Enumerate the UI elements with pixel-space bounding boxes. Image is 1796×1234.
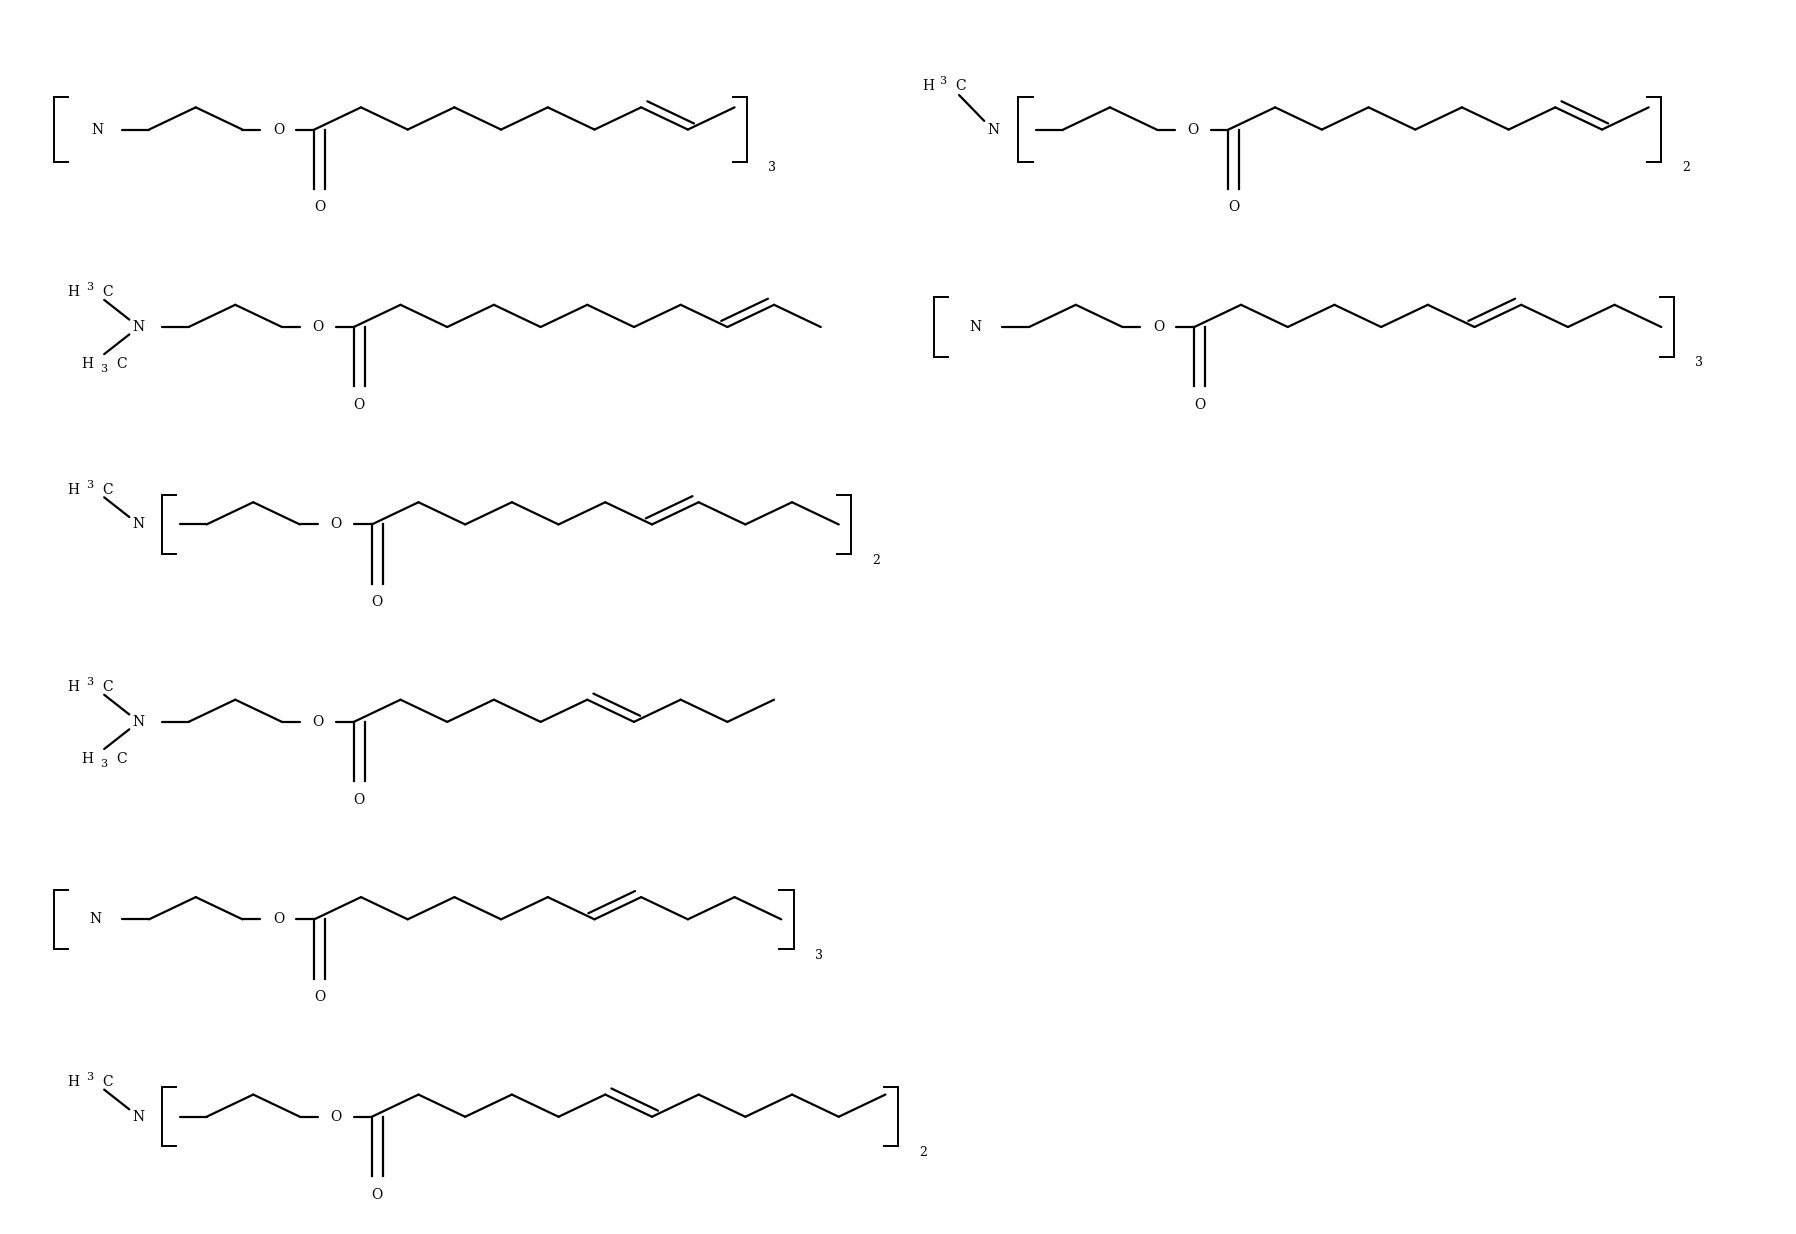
Text: O: O <box>1153 320 1164 334</box>
Text: O: O <box>273 912 284 927</box>
Text: 3: 3 <box>86 1072 93 1082</box>
Text: N: N <box>90 912 101 927</box>
Text: O: O <box>372 595 383 610</box>
Text: 3: 3 <box>86 283 93 292</box>
Text: 3: 3 <box>101 364 108 374</box>
Text: O: O <box>314 200 325 215</box>
Text: C: C <box>117 357 128 371</box>
Text: O: O <box>1194 397 1205 412</box>
Text: C: C <box>102 1075 113 1090</box>
Text: O: O <box>354 397 365 412</box>
Text: C: C <box>955 79 966 94</box>
Text: 3: 3 <box>815 949 823 961</box>
Text: C: C <box>102 285 113 300</box>
Text: 3: 3 <box>86 480 93 490</box>
Text: O: O <box>354 792 365 807</box>
Text: O: O <box>330 1109 341 1124</box>
Text: O: O <box>330 517 341 532</box>
Text: H: H <box>66 482 79 497</box>
Text: C: C <box>102 482 113 497</box>
Text: N: N <box>133 714 144 729</box>
Text: 3: 3 <box>769 162 776 174</box>
Text: C: C <box>117 752 128 766</box>
Text: N: N <box>133 320 144 334</box>
Text: 3: 3 <box>86 677 93 687</box>
Text: N: N <box>92 122 102 137</box>
Text: 2: 2 <box>920 1146 927 1159</box>
Text: O: O <box>313 320 323 334</box>
Text: 2: 2 <box>873 554 880 566</box>
Text: H: H <box>66 285 79 300</box>
Text: O: O <box>273 122 284 137</box>
Text: H: H <box>921 79 934 94</box>
Text: N: N <box>133 1109 144 1124</box>
Text: H: H <box>81 752 93 766</box>
Text: O: O <box>1228 200 1239 215</box>
Text: 3: 3 <box>101 759 108 769</box>
Text: H: H <box>66 680 79 695</box>
Text: H: H <box>81 357 93 371</box>
Text: N: N <box>970 320 981 334</box>
Text: O: O <box>1187 122 1198 137</box>
Text: C: C <box>102 680 113 695</box>
Text: H: H <box>66 1075 79 1090</box>
Text: O: O <box>313 714 323 729</box>
Text: O: O <box>372 1187 383 1202</box>
Text: O: O <box>314 990 325 1004</box>
Text: N: N <box>988 122 999 137</box>
Text: 3: 3 <box>939 77 946 86</box>
Text: 2: 2 <box>1683 162 1690 174</box>
Text: 3: 3 <box>1695 357 1703 369</box>
Text: N: N <box>133 517 144 532</box>
